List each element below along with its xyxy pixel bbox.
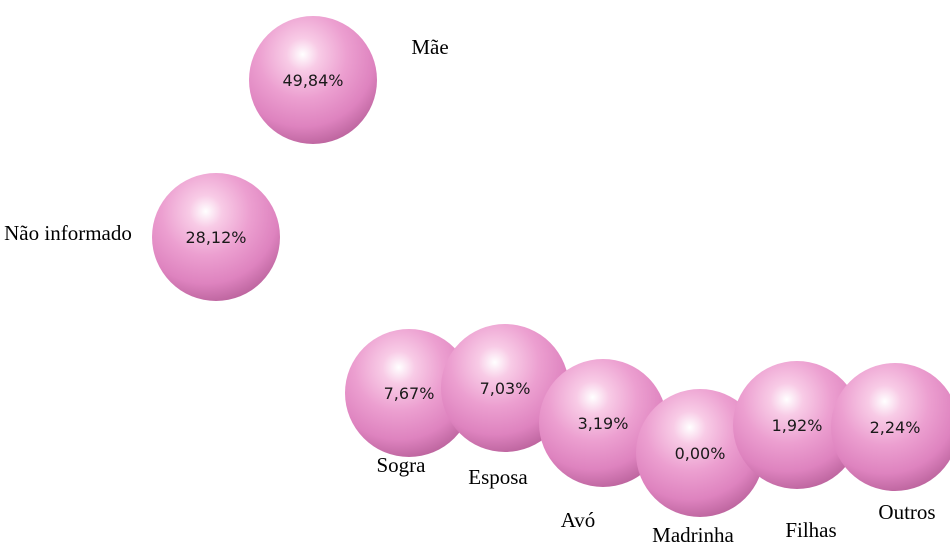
node-label: Avó <box>560 508 596 532</box>
node-label: Esposa <box>468 465 528 489</box>
node-label: Madrinha <box>652 523 734 547</box>
node-label: Filhas <box>785 518 837 542</box>
sphere: 49,84% <box>249 16 377 144</box>
node-label: Outros <box>878 500 936 524</box>
sphere: 2,24% <box>831 363 950 491</box>
sphere: 28,12% <box>152 173 280 301</box>
node-label: Não informado <box>4 221 132 245</box>
node-label: Mãe <box>411 35 449 59</box>
node-label: Sogra <box>376 453 426 477</box>
